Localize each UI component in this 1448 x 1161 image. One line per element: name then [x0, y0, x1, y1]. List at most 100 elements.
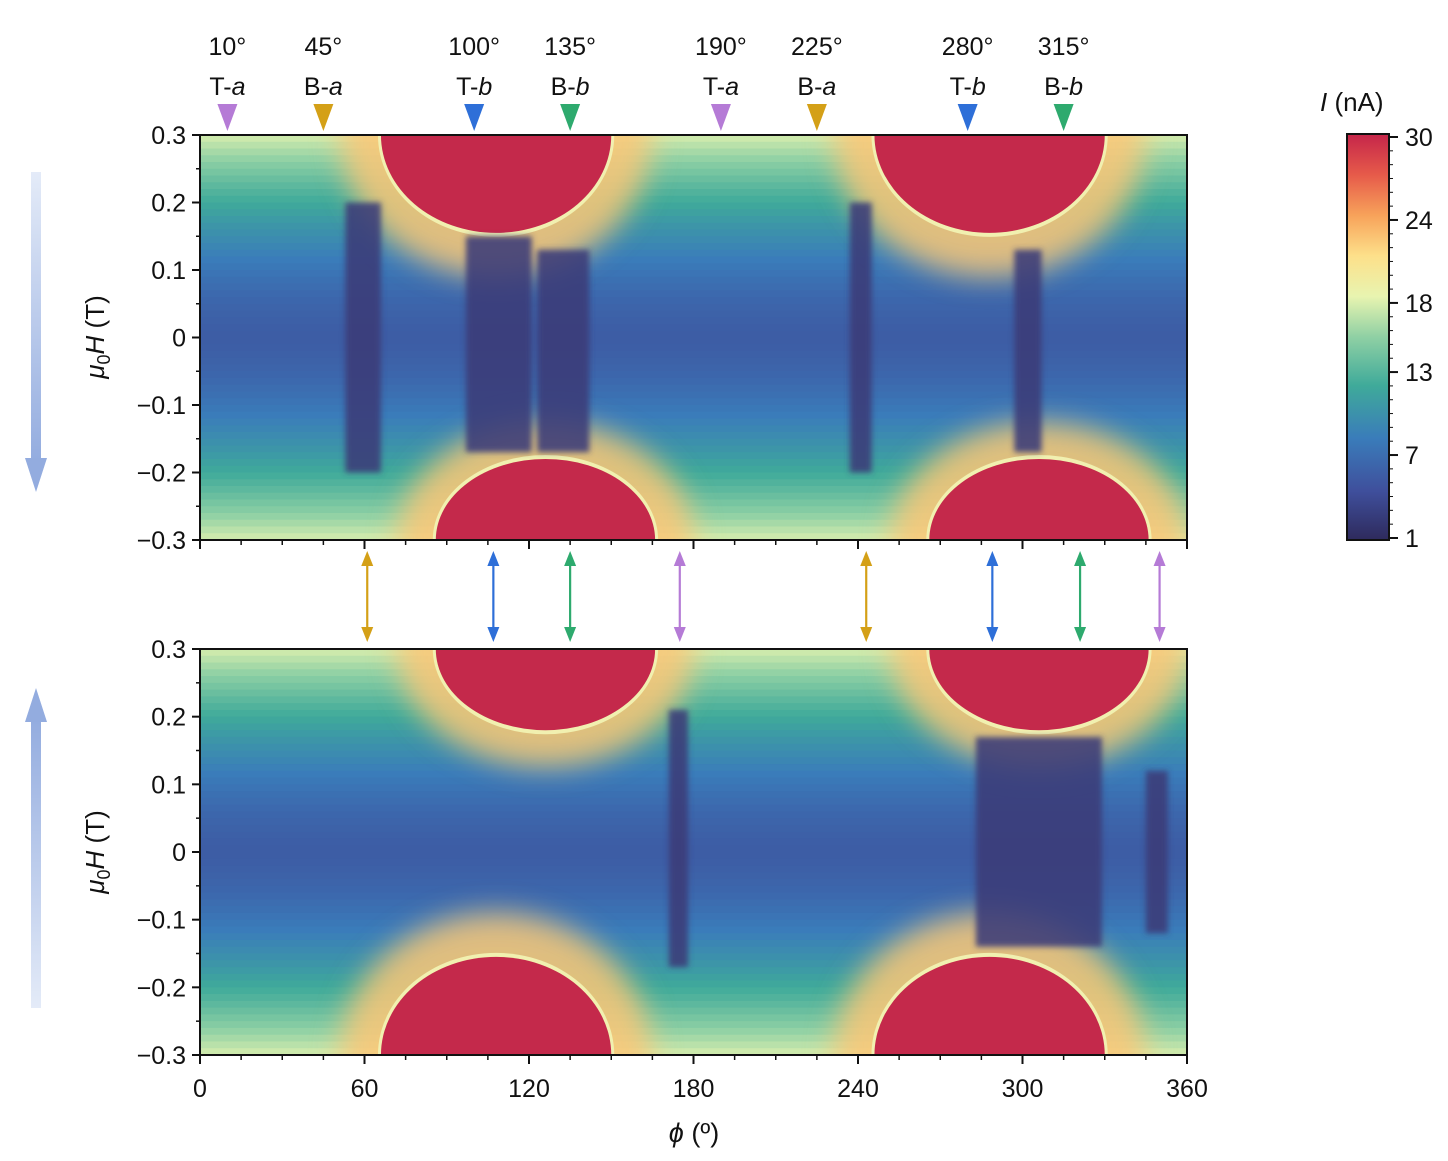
y-tick-label: 0.1 — [151, 257, 186, 285]
heatmap-row — [200, 290, 1187, 298]
heatmap-row — [200, 209, 1187, 217]
x-tick-label: 240 — [837, 1075, 879, 1103]
sweep-arrow-shaft — [31, 172, 41, 462]
heatmap-row — [200, 371, 1187, 379]
connector-head-down — [860, 627, 873, 642]
heatmap-row — [200, 141, 1187, 150]
heatmap-row — [200, 432, 1187, 440]
connector-head-down — [361, 627, 374, 642]
heatmap-row — [200, 939, 1187, 948]
heatmap-row — [200, 730, 1187, 738]
heatmap-row — [200, 263, 1187, 271]
x-ticks — [199, 540, 1188, 549]
heatmap-row — [200, 405, 1187, 413]
heatmap-row — [200, 784, 1187, 792]
dark-band — [537, 249, 590, 453]
heatmap-row — [200, 364, 1187, 372]
dark-band — [849, 202, 872, 473]
heatmap-row — [200, 987, 1187, 995]
connector-arrows — [361, 551, 1166, 642]
heatmap-row — [200, 723, 1187, 731]
heatmap-row — [200, 344, 1187, 352]
heatmap-row — [200, 899, 1187, 907]
heatmap-panel-top: 0.3 0.2 0.1 0 −0.1 −0.2 −0.3 — [137, 122, 1188, 555]
heatmap-row — [200, 960, 1187, 968]
marker-label: B-a — [797, 73, 836, 101]
heatmap-row — [200, 845, 1187, 853]
heatmap-row — [200, 479, 1187, 487]
heatmap-row — [200, 1027, 1187, 1036]
connector-head-down — [487, 627, 500, 642]
heatmap-row — [200, 492, 1187, 501]
heatmap-row — [200, 669, 1187, 677]
heatmap-row — [200, 967, 1187, 975]
heatmap-row — [200, 465, 1187, 474]
colorbar-tick-label: 1 — [1405, 525, 1419, 553]
y-ticks: 0.3 0.2 0.1 0 −0.1 −0.2 −0.3 — [137, 636, 200, 1070]
orientation-markers: 10° T-a 45° B-a 100° T-b 135° B-b 190° T-a 225° B-a… — [209, 33, 1089, 131]
marker-angle-label: 190° — [695, 33, 747, 61]
marker-triangle — [1053, 104, 1074, 131]
x-tick-label: 360 — [1166, 1075, 1208, 1103]
orientation-marker: 10° T-a — [209, 33, 246, 131]
heatmap-row — [200, 804, 1187, 812]
heatmap-row — [200, 303, 1187, 312]
heatmap-panel-bottom: 0.30.20.10−0.1−0.2−0.30 60 120 180 240 300 360 — [137, 636, 1208, 1103]
connector-head-up — [860, 551, 873, 566]
heatmap-row — [200, 202, 1187, 210]
colorbar-tick-label: 7 — [1405, 442, 1419, 470]
heatmap-row — [200, 811, 1187, 819]
heatmap-row — [200, 716, 1187, 725]
heatmap-row — [200, 499, 1187, 507]
heatmap-row — [200, 797, 1187, 806]
y-tick-label: 0.2 — [151, 190, 186, 218]
heatmap-row — [200, 148, 1187, 156]
marker-label: T-a — [703, 73, 739, 101]
heatmap-row — [200, 256, 1187, 264]
heatmap-row — [200, 486, 1187, 494]
y-tick-label: −0.3 — [137, 527, 186, 555]
y-tick-label: 0.3 — [151, 636, 186, 664]
marker-triangle — [710, 104, 731, 131]
colorbar-tick-label: 24 — [1405, 207, 1433, 235]
heatmap-row — [200, 243, 1187, 251]
dark-band — [975, 736, 1103, 947]
marker-angle-label: 100° — [448, 33, 500, 61]
marker-angle-label: 225° — [791, 33, 843, 61]
marker-triangle — [464, 104, 485, 131]
y-tick-label: −0.3 — [137, 1042, 186, 1070]
connector-head-up — [1153, 551, 1166, 566]
x-tick-label: 0 — [193, 1075, 207, 1103]
x-tick-label: 60 — [351, 1075, 379, 1103]
heatmap-row — [200, 162, 1187, 170]
heatmap-row — [200, 709, 1187, 718]
heatmap-row — [200, 452, 1187, 460]
marker-angle-label: 45° — [304, 33, 342, 61]
marker-label: T-b — [950, 73, 986, 101]
heatmap-row — [200, 135, 1187, 143]
y-ticks: 0.3 0.2 0.1 0 −0.1 −0.2 −0.3 — [137, 122, 200, 555]
heatmap-area — [200, 135, 1187, 540]
heatmap-row — [200, 736, 1187, 745]
heatmap-row — [200, 872, 1187, 880]
x-tick-label: 300 — [1002, 1075, 1044, 1103]
heatmap-row — [200, 189, 1187, 197]
heatmap-row — [200, 1000, 1187, 1009]
y-tick-label: 0.3 — [151, 122, 186, 150]
heatmap-row — [200, 195, 1187, 204]
dark-band — [345, 202, 381, 473]
marker-label: B-a — [304, 73, 343, 101]
x-ticks: 0 60 120 180 240 300 360 — [193, 1055, 1208, 1103]
heatmap-row — [200, 885, 1187, 894]
heatmap-row — [200, 438, 1187, 447]
y-tick-label: 0 — [172, 839, 186, 867]
dark-bands — [668, 709, 1168, 968]
marker-triangle — [560, 104, 581, 131]
heatmap-row — [200, 533, 1187, 540]
connector-arrow — [487, 551, 500, 642]
marker-angle-label: 280° — [942, 33, 994, 61]
heatmap-row — [200, 222, 1187, 231]
heatmap-row — [200, 459, 1187, 467]
heatmap-row — [200, 297, 1187, 305]
